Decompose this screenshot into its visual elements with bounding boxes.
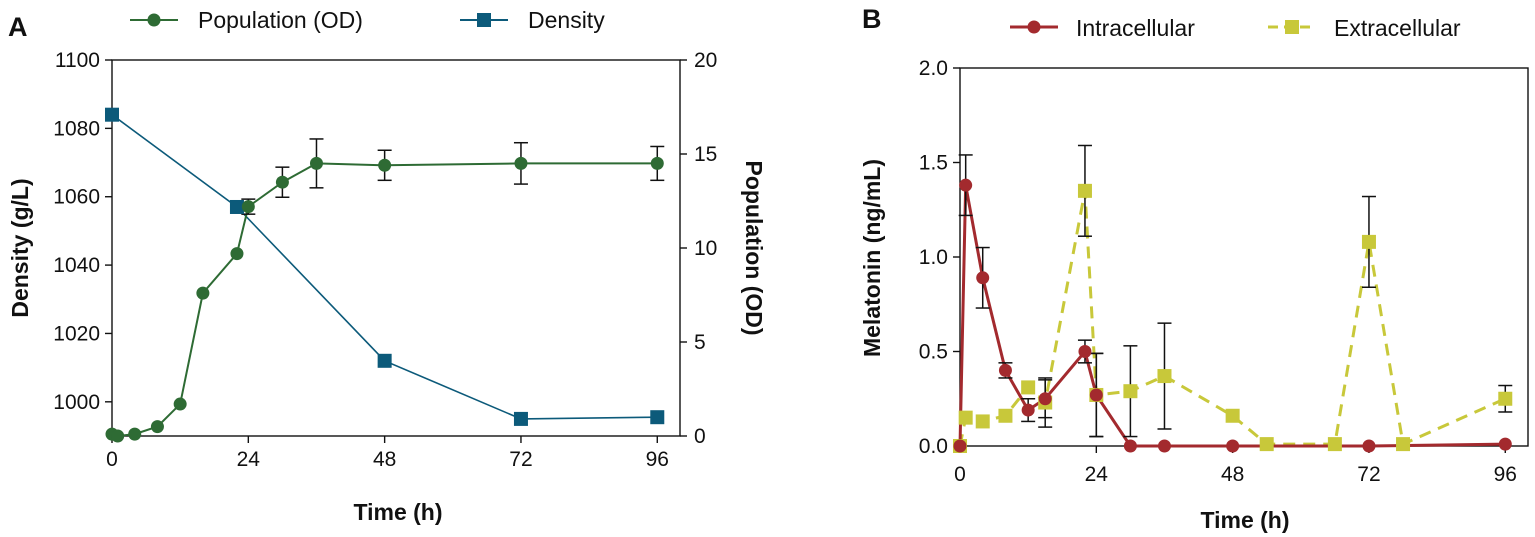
- panel-a-population-point: [230, 247, 244, 261]
- panel-b-legend-label-extracellular: Extracellular: [1334, 15, 1461, 41]
- panel-a-x-axis-title: Time (h): [353, 499, 442, 525]
- panel-b-intracellular-point: [1038, 392, 1052, 406]
- panel-b-extracellular-point: [975, 414, 990, 429]
- panel-b-intracellular-point: [976, 271, 990, 285]
- panel-b-y-axis-title: Melatonin (ng/mL): [859, 159, 885, 357]
- panel-b-x-tick-label: 48: [1221, 463, 1244, 486]
- panel-a-population-line: [111, 162, 658, 438]
- panel-a-density-point: [377, 353, 392, 368]
- panel-b-extracellular-point: [1327, 437, 1342, 452]
- panel-a-density-point: [105, 107, 119, 122]
- panel-b-intracellular-point: [1157, 439, 1171, 453]
- panel-a-y-right-axis-title: Population (OD): [741, 160, 767, 335]
- panel-b-y-tick-label: 1.0: [919, 246, 948, 269]
- panel-a-population-point: [309, 156, 323, 170]
- panel-a-legend-marker-population: [147, 13, 161, 27]
- panel-b-extracellular-point: [1361, 234, 1376, 249]
- panel-b-intracellular-point: [1362, 439, 1376, 453]
- panel-a-y-right-tick-label: 20: [694, 49, 717, 72]
- panel-b-extracellular-point: [1077, 183, 1092, 198]
- panel-b-x-tick-label: 0: [954, 463, 966, 486]
- panel-b-extracellular-point: [1396, 437, 1411, 452]
- panel-a-y-left-axis-title: Density (g/L): [7, 178, 33, 317]
- panel-b-extracellular-point: [1157, 369, 1172, 384]
- panel-b-legend-label-intracellular: Intracellular: [1076, 15, 1195, 41]
- panel-a-x-tick-label: 24: [237, 448, 261, 471]
- panel-b-extracellular-point: [958, 410, 973, 425]
- panel-b-y-tick-label: 0.0: [919, 435, 948, 458]
- panel-b-extracellular-line: [958, 190, 1506, 447]
- panel-b-extracellular-point: [1021, 380, 1036, 395]
- panel-b-intracellular-point: [1123, 439, 1137, 453]
- panel-a-x-tick-label: 0: [106, 448, 118, 471]
- panel-b-y-tick-label: 2.0: [919, 57, 948, 80]
- panel-a-population-point: [650, 156, 664, 170]
- panel-b-intracellular-point: [1498, 437, 1512, 451]
- panel-b-intracellular-point: [1078, 345, 1092, 358]
- panel-a-population-point: [111, 429, 125, 443]
- panel-b-intracellular-point: [959, 178, 973, 192]
- panel-b-extracellular-point: [1123, 384, 1138, 399]
- panel-a-y-left-tick-label: 1060: [53, 186, 100, 209]
- panel-a-y-right-tick-label: 0: [694, 425, 706, 448]
- panel-a-population-point: [150, 420, 164, 434]
- panel-b-intracellular-point: [998, 363, 1012, 377]
- panel-a-plot-frame: [111, 59, 681, 437]
- panel-b-legend-marker-intracellular: [1027, 20, 1041, 34]
- panel-a-y-right-tick-label: 5: [694, 331, 706, 354]
- panel-b-intracellular-point: [1021, 403, 1035, 417]
- panel-b-intracellular-point: [1089, 388, 1103, 402]
- panel-b-extracellular-point: [998, 408, 1013, 423]
- panel-a-legend-label-density: Density: [528, 7, 605, 33]
- panel-b-x-tick-label: 24: [1085, 463, 1109, 486]
- panel-a-population-point: [128, 427, 142, 441]
- panel-a-population-point: [173, 397, 187, 411]
- panel-a-y-left-tick-label: 1040: [53, 254, 100, 277]
- panel-b-x-tick-label: 72: [1357, 463, 1380, 486]
- panel-a-density-point: [650, 410, 665, 425]
- panel-a-legend-label-population: Population (OD): [198, 7, 363, 33]
- panel-a-density-point: [513, 411, 528, 426]
- panel-b-x-tick-label: 96: [1494, 463, 1517, 486]
- panel-b-x-axis-title: Time (h): [1200, 507, 1289, 533]
- panel-a-legend-marker-density: [477, 13, 491, 27]
- panel-a-population-point: [196, 286, 210, 300]
- panel-a-x-tick-label: 72: [509, 448, 532, 471]
- panel-b-extracellular-point: [1259, 437, 1274, 452]
- panel-b-extracellular-point: [1498, 391, 1513, 406]
- panel-b-intracellular-point: [1226, 439, 1240, 453]
- panel-a-population-point: [514, 156, 528, 170]
- panel-a-y-left-tick-label: 1020: [53, 322, 100, 345]
- panel-b-letter: B: [862, 4, 882, 34]
- panel-b-intracellular-point: [953, 439, 967, 453]
- panel-a-y-left-tick-label: 1100: [55, 49, 100, 72]
- panel-b-extracellular-point: [1225, 408, 1240, 423]
- panel-a-letter: A: [8, 12, 28, 42]
- panel-a-y-left-tick-label: 1080: [53, 117, 100, 140]
- panel-a-y-right-tick-label: 15: [694, 143, 717, 166]
- panel-a-density-point: [229, 199, 244, 214]
- panel-a-population-point: [241, 200, 255, 214]
- panel-b-y-tick-label: 0.5: [919, 341, 948, 364]
- panel-a-population-point: [378, 158, 392, 172]
- panel-a-x-tick-label: 96: [646, 448, 669, 471]
- panel-a-x-tick-label: 48: [373, 448, 396, 471]
- panel-b-legend-marker-extracellular: [1285, 20, 1299, 34]
- panel-a-y-left-tick-label: 1000: [53, 391, 100, 414]
- panel-a-y-right-tick-label: 10: [694, 237, 717, 260]
- panel-a-population-point: [275, 175, 289, 189]
- panel-b-y-tick-label: 1.5: [919, 152, 948, 175]
